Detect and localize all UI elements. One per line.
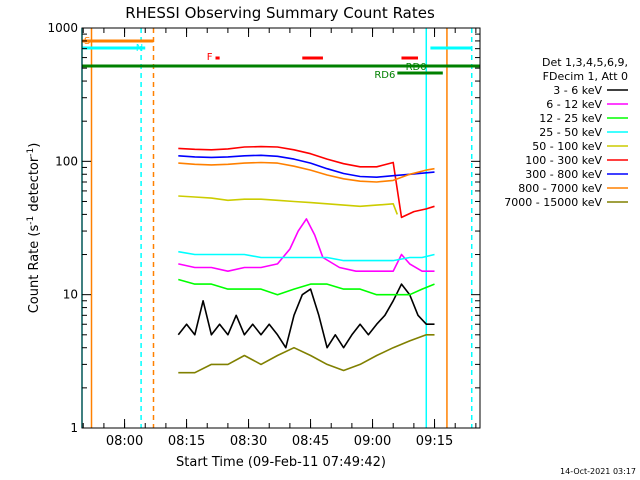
series-line-4 [178, 195, 399, 215]
x-axis-label: Start Time (09-Feb-11 07:49:42) [176, 455, 386, 470]
legend-label-7: 800 - 7000 keV [518, 182, 602, 195]
y-tick-label-0: 1 [70, 421, 78, 435]
series-line-8 [178, 334, 435, 374]
status-bars: S N F RD0 RD6 [82, 36, 480, 81]
x-tick-label-0: 08:00 [106, 434, 143, 449]
y-tick-label-1: 10 [63, 288, 78, 302]
legend-header-1: Det 1,3,4,5,6,9, [542, 56, 628, 69]
y-axis-label: Count Rate (s-1 detector-1) [26, 143, 42, 314]
series-group [177, 145, 435, 374]
series-line-0 [177, 283, 435, 349]
legend-label-5: 100 - 300 keV [525, 154, 602, 167]
legend-header-2: FDecim 1, Att 0 [543, 70, 628, 83]
series-line-5 [178, 145, 435, 219]
chart-title: RHESSI Observing Summary Count Rates [125, 4, 435, 22]
legend-label-1: 6 - 12 keV [546, 98, 602, 111]
legend: Det 1,3,4,5,6,9, FDecim 1, Att 0 3 - 6 k… [504, 56, 628, 209]
x-tick-label-1: 08:15 [168, 434, 205, 449]
legend-label-4: 50 - 100 keV [532, 140, 602, 153]
series-line-1 [178, 218, 435, 272]
series-line-7 [178, 161, 435, 183]
series-line-2 [178, 278, 435, 296]
series-line-3 [178, 250, 435, 262]
x-tick-label-5: 09:15 [416, 434, 453, 449]
render-timestamp: 14-Oct-2021 03:17 [560, 467, 636, 476]
y-axis: 1 10 100 1000 [47, 21, 480, 435]
x-tick-label-3: 08:45 [292, 434, 329, 449]
legend-label-3: 25 - 50 keV [539, 126, 602, 139]
legend-label-6: 300 - 800 keV [525, 168, 602, 181]
status-label-rd0: RD0 [406, 62, 427, 73]
legend-label-2: 12 - 25 keV [539, 112, 602, 125]
y-tick-label-2: 100 [55, 154, 78, 168]
status-label-s: S [84, 36, 90, 47]
status-label-rd6: RD6 [374, 70, 395, 81]
x-tick-label-2: 08:30 [230, 434, 267, 449]
status-label-f: F [207, 52, 213, 63]
plot-frame [81, 27, 481, 429]
vertical-markers [81, 28, 473, 428]
series-line-6 [178, 154, 435, 178]
legend-label-8: 7000 - 15000 keV [504, 196, 602, 209]
legend-label-0: 3 - 6 keV [553, 84, 602, 97]
x-tick-label-4: 09:00 [354, 434, 391, 449]
status-label-n: N [136, 43, 143, 54]
y-tick-label-3: 1000 [47, 21, 78, 35]
x-axis: 08:00 08:15 08:30 08:45 09:00 09:15 [82, 28, 477, 449]
